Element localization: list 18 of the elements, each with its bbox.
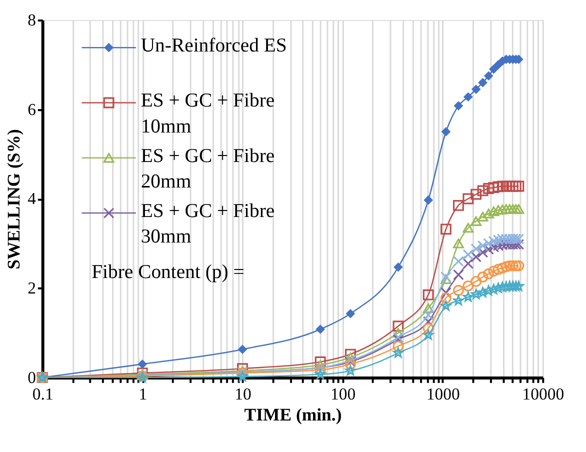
legend-label: ES + GC + Fibre 30mm (140, 200, 275, 248)
y-tick-label: 4 (28, 189, 37, 208)
legend-label: Un-Reinforced ES (140, 34, 287, 57)
y-tick-label: 8 (28, 10, 36, 30)
x-tick-label: 0.1 (32, 384, 54, 404)
x-tick-label: 1000 (426, 384, 460, 404)
y-tick-label: 2 (28, 278, 36, 298)
legend-label: ES + GC + Fibre 20mm (140, 144, 275, 192)
y-axis-title: SWELLING (S%) (4, 129, 24, 270)
x-tick-label: 10 (234, 384, 252, 404)
x-tick-label: 10000 (522, 384, 564, 404)
legend-label: ES + GC + Fibre 10mm (140, 90, 275, 138)
x-tick-label: 100 (330, 384, 356, 404)
annotation: Fibre Content (p) = (92, 261, 244, 284)
x-tick-label: 1 (138, 384, 148, 404)
x-axis-title: TIME (min.) (244, 404, 342, 424)
y-tick-label: 6 (28, 100, 36, 119)
y-tick-label: 0 (28, 368, 36, 387)
